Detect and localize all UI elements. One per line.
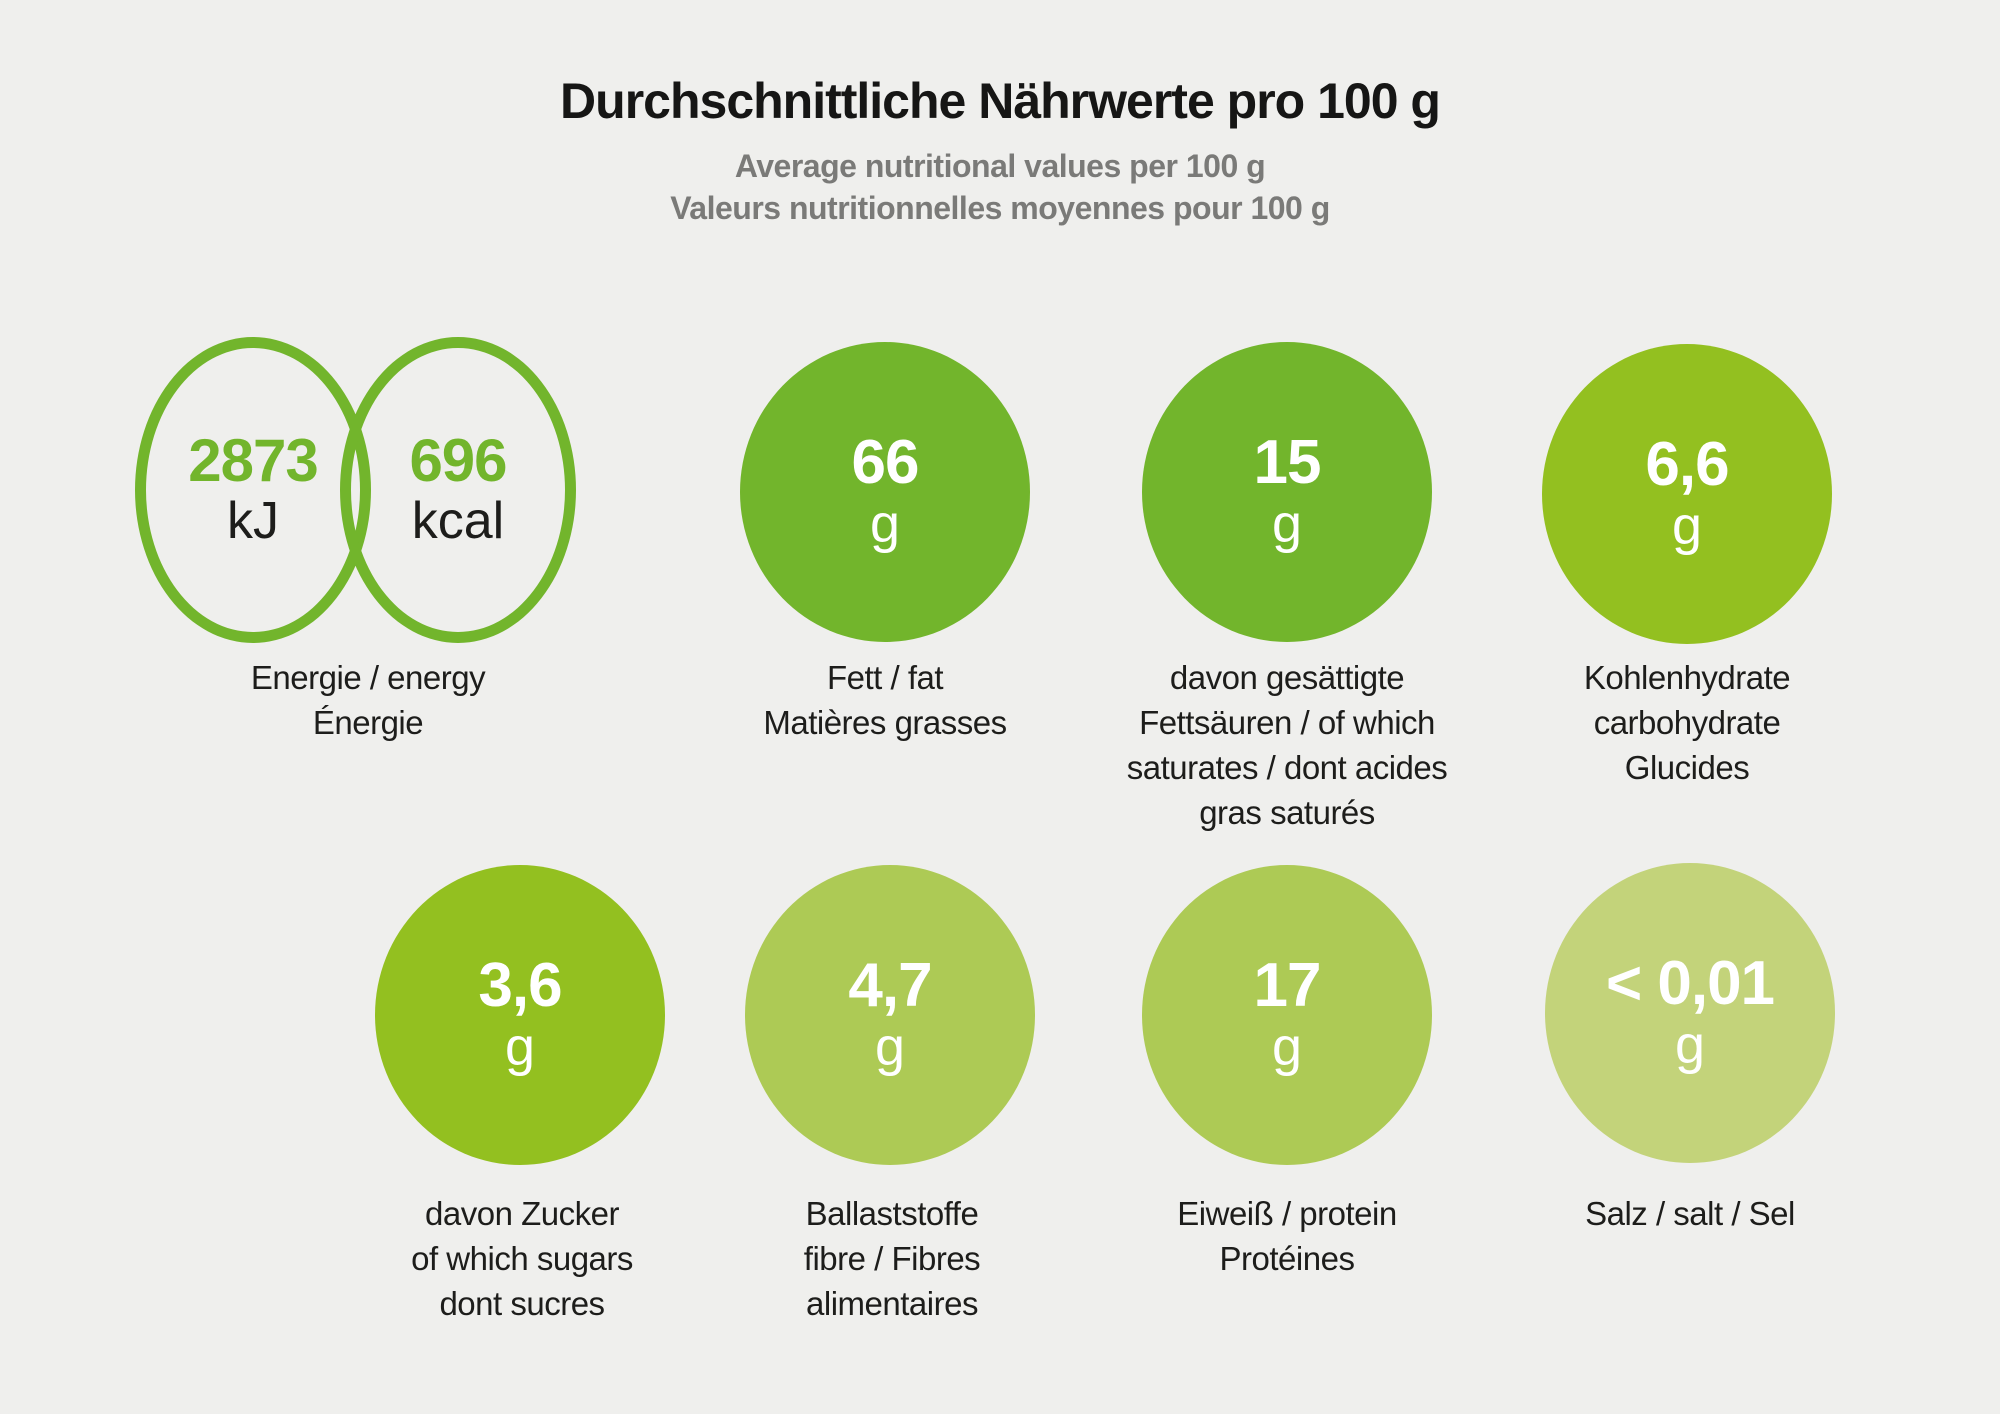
salt-circle: < 0,01 g: [1545, 863, 1835, 1163]
fibre-circle: 4,7 g: [745, 865, 1035, 1165]
saturates-unit: g: [1271, 494, 1303, 554]
fat-circle: 66 g: [740, 342, 1030, 642]
sugars-circle: 3,6 g: [375, 865, 665, 1165]
label-line: Fett / fat: [826, 659, 944, 696]
label-line: Protéines: [1219, 1240, 1355, 1277]
energy-kcal-value: 696: [409, 427, 507, 494]
label-line: dont sucres: [439, 1285, 605, 1322]
label-line: carbohydrate: [1593, 704, 1781, 741]
label-line: of which sugars: [411, 1240, 633, 1277]
fibre-unit: g: [874, 1017, 906, 1077]
protein-value: 17: [1253, 951, 1322, 1020]
saturates-circle: 15 g: [1142, 342, 1432, 642]
page-title: Durchschnittliche Nährwerte pro 100 g: [560, 73, 1441, 129]
saturates-label: davon gesättigte Fettsäuren / of which s…: [1057, 655, 1517, 835]
label-line: Kohlenhydrate: [1583, 659, 1791, 696]
subtitle-french: Valeurs nutritionnelles moyennes pour 10…: [670, 190, 1330, 226]
label-line: Energie / energy: [250, 659, 486, 696]
label-line: saturates / dont acides: [1126, 749, 1448, 786]
label-line: Glucides: [1624, 749, 1750, 786]
fat-unit: g: [869, 494, 901, 554]
energy-kcal-circle: 696 kcal: [340, 337, 576, 643]
protein-unit: g: [1271, 1017, 1303, 1077]
fibre-value: 4,7: [848, 951, 932, 1020]
energy-kj-circle: 2873 kJ: [135, 337, 371, 643]
energy-kcal-unit: kcal: [411, 492, 505, 550]
energy-label: Energie / energy Énergie: [138, 655, 598, 745]
salt-value: < 0,01: [1605, 949, 1775, 1018]
energy-kj-unit: kJ: [227, 492, 279, 550]
label-line: gras saturés: [1199, 794, 1375, 831]
protein-circle: 17 g: [1142, 865, 1432, 1165]
carbohydrate-label: Kohlenhydrate carbohydrate Glucides: [1457, 655, 1917, 790]
label-line: davon Zucker: [425, 1195, 619, 1232]
label-line: alimentaires: [806, 1285, 978, 1322]
label-line: Fettsäuren / of which: [1139, 704, 1435, 741]
label-line: Eiweiß / protein: [1177, 1195, 1397, 1232]
label-line: Énergie: [312, 704, 424, 741]
carbohydrate-unit: g: [1671, 496, 1703, 556]
sugars-label: davon Zucker of which sugars dont sucres: [292, 1191, 752, 1326]
subtitle-english: Average nutritional values per 100 g: [734, 148, 1266, 184]
energy-kj-value: 2873: [188, 427, 318, 494]
salt-unit: g: [1674, 1015, 1706, 1075]
label-line: fibre / Fibres: [803, 1240, 981, 1277]
fat-value: 66: [851, 428, 920, 497]
label-line: davon gesättigte: [1169, 659, 1405, 696]
label-line: Matières grasses: [763, 704, 1007, 741]
sugars-unit: g: [504, 1017, 536, 1077]
protein-label: Eiweiß / protein Protéines: [1057, 1191, 1517, 1281]
carbohydrate-circle: 6,6 g: [1542, 344, 1832, 644]
fibre-label: Ballaststoffe fibre / Fibres alimentaire…: [662, 1191, 1122, 1326]
label-line: Ballaststoffe: [805, 1195, 979, 1232]
salt-label: Salz / salt / Sel: [1460, 1191, 1920, 1236]
carbohydrate-value: 6,6: [1645, 430, 1729, 499]
label-line: Salz / salt / Sel: [1585, 1195, 1795, 1232]
saturates-value: 15: [1253, 428, 1322, 497]
sugars-value: 3,6: [478, 951, 562, 1020]
fat-label: Fett / fat Matières grasses: [655, 655, 1115, 745]
